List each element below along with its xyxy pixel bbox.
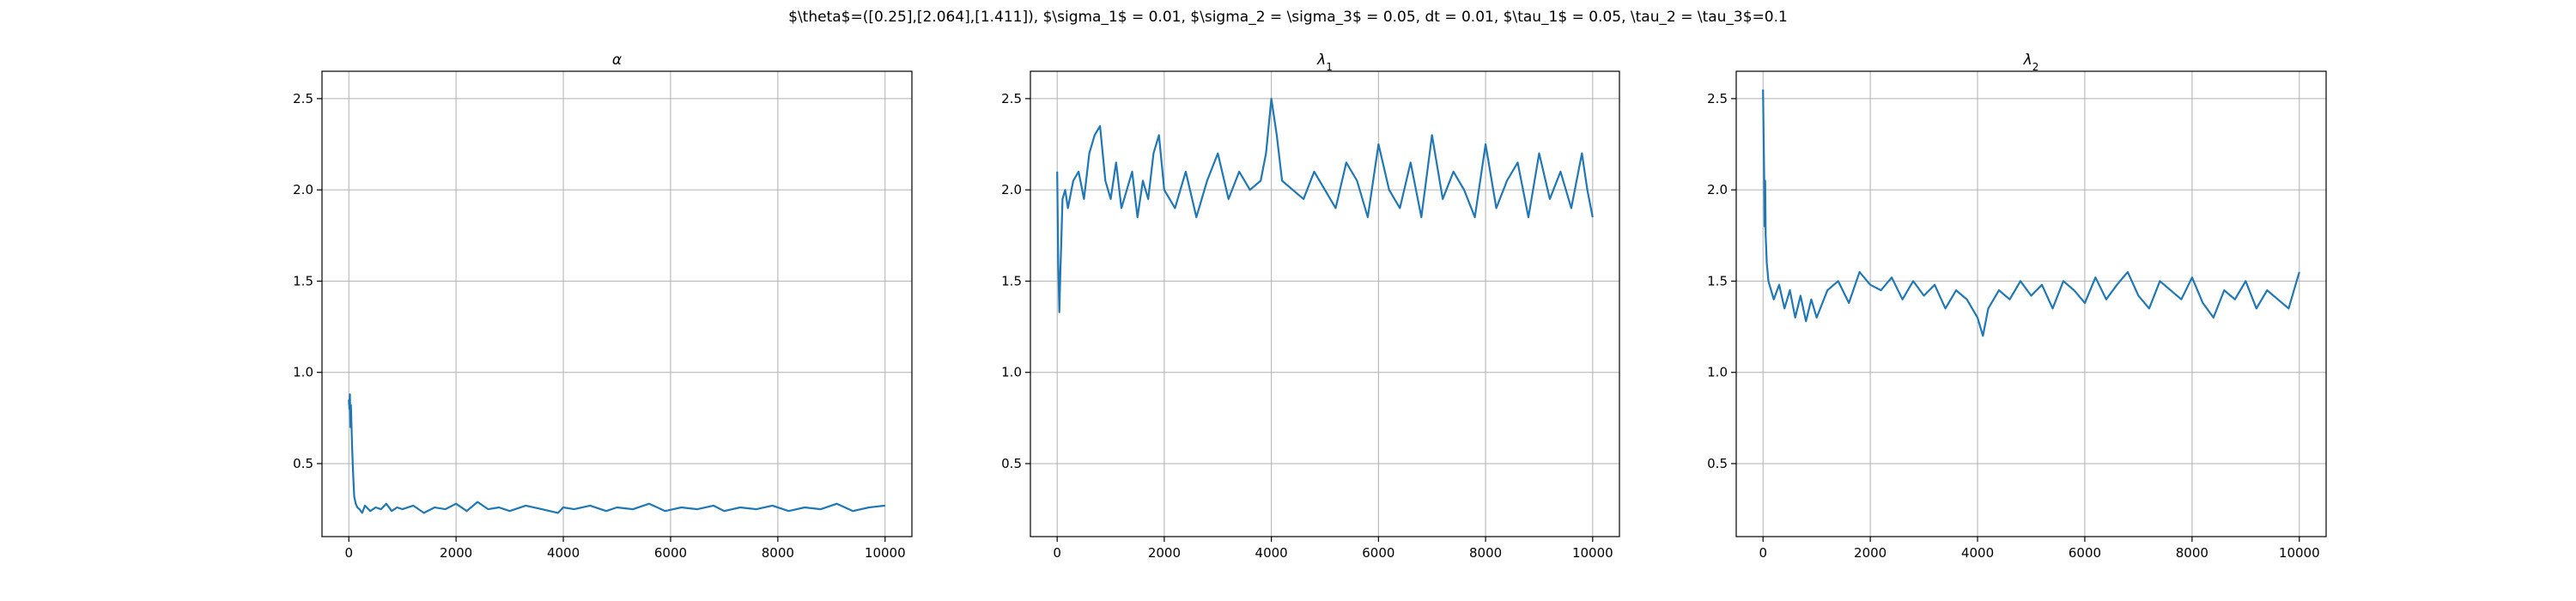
series-line bbox=[1056, 97, 1594, 313]
x-tick-label: 6000 bbox=[654, 545, 687, 561]
y-tick-label: 2.5 bbox=[293, 91, 313, 106]
series-line bbox=[1762, 89, 2300, 337]
subplot-title: λ2 bbox=[2023, 52, 2039, 73]
x-tick-label: 0 bbox=[1759, 545, 1767, 561]
x-tick-label: 6000 bbox=[2069, 545, 2101, 561]
y-tick-label: 2.0 bbox=[293, 182, 313, 197]
x-tick-label: 4000 bbox=[1961, 545, 1994, 561]
y-tick-label: 2.5 bbox=[1707, 91, 1728, 106]
y-tick-label: 1.5 bbox=[1001, 273, 1022, 288]
subplot-title: α bbox=[612, 52, 622, 69]
x-tick-label: 8000 bbox=[762, 545, 794, 561]
subplot-title-subscript: 2 bbox=[2032, 61, 2039, 73]
lambda1-subplot: 0 2000 4000 6000 8000 10000 0.5 1.0 1.5 2.0 2.5 λ1 bbox=[1001, 52, 1620, 561]
x-tick-label: 4000 bbox=[1255, 545, 1288, 561]
axes-frame bbox=[1030, 70, 1620, 537]
subplot-title-subscript: 1 bbox=[1326, 61, 1333, 73]
x-tick-label: 2000 bbox=[1148, 545, 1181, 561]
x-tick-label: 6000 bbox=[1362, 545, 1394, 561]
y-tick-label: 1.0 bbox=[293, 365, 313, 380]
x-tick-label: 8000 bbox=[2176, 545, 2208, 561]
x-tick-label: 0 bbox=[1053, 545, 1061, 561]
y-tick-label: 1.5 bbox=[1707, 273, 1728, 288]
x-tick-label: 2000 bbox=[440, 545, 472, 561]
x-tick-label: 10000 bbox=[1572, 545, 1613, 561]
axes-frame bbox=[1735, 70, 2327, 537]
x-tick-label: 10000 bbox=[865, 545, 906, 561]
y-tick-label: 1.0 bbox=[1707, 365, 1728, 380]
x-tick-label: 8000 bbox=[1469, 545, 1502, 561]
y-tick-label: 2.5 bbox=[1001, 91, 1022, 106]
y-tick-label: 1.0 bbox=[1001, 365, 1022, 380]
alpha-subplot: 0 2000 4000 6000 8000 10000 0.5 1.0 1.5 2.0 2.5 α bbox=[293, 52, 913, 561]
y-tick-label: 2.0 bbox=[1707, 182, 1728, 197]
figure-suptitle: $\theta$=([0.25],[2.064],[1.411]), $\sig… bbox=[788, 9, 1788, 26]
y-tick-label: 1.5 bbox=[293, 273, 313, 288]
y-tick-label: 0.5 bbox=[1001, 456, 1022, 471]
x-tick-label: 0 bbox=[344, 545, 353, 561]
y-tick-label: 0.5 bbox=[1707, 456, 1728, 471]
x-tick-label: 2000 bbox=[1854, 545, 1886, 561]
series-line bbox=[348, 393, 885, 514]
x-tick-label: 4000 bbox=[547, 545, 580, 561]
y-tick-label: 0.5 bbox=[293, 456, 313, 471]
axes-frame bbox=[321, 70, 913, 537]
lambda2-subplot: 0 2000 4000 6000 8000 10000 0.5 1.0 1.5 2.0 2.5 λ2 bbox=[1707, 52, 2327, 561]
subplot-title: λ1 bbox=[1316, 52, 1333, 73]
x-tick-label: 10000 bbox=[2279, 545, 2320, 561]
y-tick-label: 2.0 bbox=[1001, 182, 1022, 197]
